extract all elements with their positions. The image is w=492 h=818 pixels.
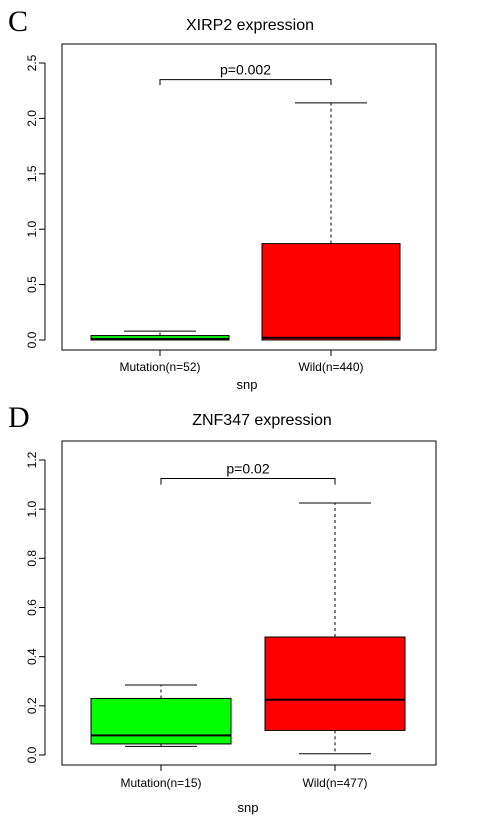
x-tick-label: Wild(n=440) xyxy=(298,360,363,374)
panel-label: C xyxy=(8,5,28,38)
y-tick-label: 2.0 xyxy=(25,110,39,127)
panel-d: D ZNF347 expression snp 0.0 0.2 0.4 0.6 0.8 1… xyxy=(8,401,437,815)
y-tick-label: 1.0 xyxy=(25,501,39,518)
plot-frame xyxy=(61,43,437,351)
y-tick-label: 0.2 xyxy=(25,697,39,714)
box xyxy=(90,697,232,745)
box xyxy=(90,335,230,341)
y-tick-label: 1.0 xyxy=(25,221,39,238)
x-axis-label: snp xyxy=(238,800,259,815)
x-axis-label: snp xyxy=(237,377,258,392)
y-tick-label: 0.5 xyxy=(25,276,39,293)
panel-c: C XIRP2 expression snp 0.0 0.5 1.0 1.5 2.0 2.… xyxy=(8,5,437,392)
y-tick-label: 0.6 xyxy=(25,599,39,616)
p-value-label: p=0.002 xyxy=(220,62,271,78)
significance-bracket xyxy=(159,79,332,86)
y-tick-label: 0.0 xyxy=(25,746,39,763)
y-tick-label: 0.0 xyxy=(25,331,39,348)
chart-title: XIRP2 expression xyxy=(186,17,314,34)
significance-bracket xyxy=(160,477,336,485)
chart-title: ZNF347 expression xyxy=(192,412,332,429)
y-tick-label: 2.5 xyxy=(25,54,39,71)
box xyxy=(264,636,406,731)
x-tick-label: Mutation(n=15) xyxy=(120,776,201,790)
box xyxy=(261,243,401,341)
plot-frame xyxy=(61,440,437,766)
x-tick-label: Mutation(n=52) xyxy=(119,360,200,374)
p-value-label: p=0.02 xyxy=(226,460,269,476)
panel-label: D xyxy=(8,401,30,434)
y-tick-label: 0.8 xyxy=(25,550,39,567)
y-tick-label: 0.4 xyxy=(25,648,39,665)
x-tick-label: Wild(n=477) xyxy=(302,776,367,790)
y-tick-label: 1.5 xyxy=(25,165,39,182)
y-tick-label: 1.2 xyxy=(25,451,39,468)
